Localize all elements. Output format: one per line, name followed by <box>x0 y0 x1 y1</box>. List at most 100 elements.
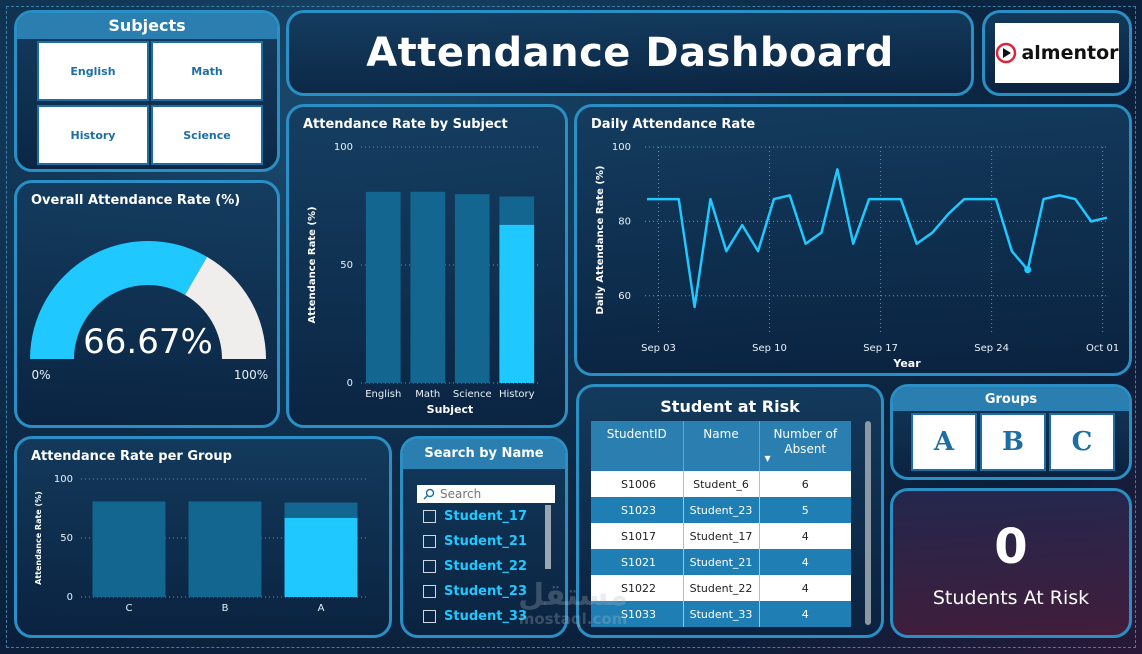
kpi-card: 0 Students At Risk <box>890 488 1132 638</box>
search-item-label: Student_21 <box>444 534 528 549</box>
table-scrollbar[interactable] <box>865 421 871 625</box>
gauge-max-label: 100% <box>234 368 268 382</box>
search-item[interactable]: Student_22 <box>423 559 527 574</box>
x-tick-label: Sep 10 <box>752 343 787 354</box>
group-tile-b[interactable]: B <box>980 413 1046 471</box>
subject-tile-english[interactable]: English <box>37 41 149 101</box>
daily-series-line[interactable] <box>647 168 1108 309</box>
search-item-label: Student_22 <box>444 559 528 574</box>
y-tick-label: 0 <box>67 592 73 603</box>
table-row[interactable]: S1021 Student_21 4 <box>591 549 851 575</box>
search-item-label: Student_23 <box>444 584 528 599</box>
table-row[interactable]: S1017 Student_17 4 <box>591 523 851 549</box>
x-tick-label: History <box>499 389 535 400</box>
logo-card: almentor <box>982 10 1132 96</box>
x-tick-label: C <box>126 603 133 614</box>
subject-tile-math[interactable]: Math <box>151 41 263 101</box>
search-item-label: Student_17 <box>444 509 528 524</box>
search-input[interactable] <box>440 487 544 501</box>
x-tick-label: A <box>318 603 325 614</box>
gauge-value: 66.67% <box>83 322 213 362</box>
y-tick-label: 50 <box>340 260 353 271</box>
search-item[interactable]: Student_23 <box>423 584 527 599</box>
table-cell: 4 <box>801 607 809 621</box>
y-tick-label: 100 <box>334 142 353 153</box>
subject-bar-chart: 0 50 100 English Math Science History Subject At… <box>307 142 539 416</box>
table-cell: 4 <box>801 581 809 595</box>
table-row[interactable]: S1023 Student_23 5 <box>591 497 851 523</box>
table-row[interactable]: S1006 Student_6 6 <box>591 471 851 497</box>
checkbox[interactable] <box>423 560 436 573</box>
logo: almentor <box>995 23 1119 83</box>
x-tick-label: English <box>365 389 401 400</box>
risk-table: StudentID Name Number of Absent ▼ S1006 S… <box>591 421 851 627</box>
table-cell: S1033 <box>591 601 684 627</box>
bar-Math[interactable] <box>410 191 446 383</box>
search-icon <box>423 488 435 500</box>
table-row[interactable]: S1022 Student_22 4 <box>591 575 851 601</box>
table-cell: S1017 <box>591 523 684 549</box>
column-header-label: Number of Absent <box>773 427 838 456</box>
daily-line-chart: 60 80 100 Sep 03 Sep 10 Sep 17 Sep 24 Oct 01 Yea… <box>595 142 1119 370</box>
bar-English[interactable] <box>365 191 401 383</box>
table-row[interactable]: S1033 Student_33 4 <box>591 601 851 627</box>
subjects-slicer: Subjects English Math History Science <box>14 10 280 172</box>
daily-chart-card: Daily Attendance Rate 60 80 100 Sep 03 Sep 1… <box>574 104 1132 376</box>
table-cell: Student_23 <box>683 497 760 523</box>
x-tick-label: Sep 24 <box>974 343 1009 354</box>
bar-highlight-History[interactable] <box>499 224 535 383</box>
groups-slicer: Groups A B C <box>890 384 1132 480</box>
y-tick-label: 100 <box>612 142 631 153</box>
checkbox[interactable] <box>423 535 436 548</box>
checkbox[interactable] <box>423 510 436 523</box>
checkbox[interactable] <box>423 610 436 623</box>
sort-desc-icon: ▼ <box>764 454 771 463</box>
table-cell: S1021 <box>591 549 684 575</box>
risk-table-card: Student at Risk StudentID Name Number of… <box>576 384 884 638</box>
column-header[interactable]: StudentID <box>591 421 684 471</box>
bar-B[interactable] <box>188 501 262 597</box>
gauge-fill-arc <box>30 241 208 359</box>
table-cell: Student_33 <box>683 601 760 627</box>
search-scrollbar[interactable] <box>545 505 551 569</box>
bar-highlight-A[interactable] <box>284 517 358 597</box>
gauge-rest-arc <box>185 256 266 359</box>
search-item[interactable]: Student_21 <box>423 534 527 549</box>
subjects-slicer-title: Subjects <box>17 13 277 39</box>
search-item-label: Student_33 <box>444 609 528 624</box>
table-cell: Student_17 <box>683 523 760 549</box>
search-item[interactable]: Student_33 <box>423 609 527 624</box>
table-cell: 4 <box>801 529 809 543</box>
bar-C[interactable] <box>92 501 166 597</box>
column-header[interactable]: Number of Absent ▼ <box>759 421 851 471</box>
x-tick-label: Science <box>453 389 492 400</box>
search-card: Search by Name Student_17 Student_21 Stu… <box>400 436 568 638</box>
checkbox[interactable] <box>423 585 436 598</box>
table-cell: S1022 <box>591 575 684 601</box>
y-tick-label: 100 <box>54 474 73 485</box>
gauge-title: Overall Attendance Rate (%) <box>31 193 241 208</box>
table-cell: 5 <box>801 503 809 517</box>
table-cell: Student_6 <box>683 471 760 497</box>
y-axis-title: Attendance Rate (%) <box>34 491 43 585</box>
table-cell: 4 <box>801 555 809 569</box>
bar-Science[interactable] <box>454 194 490 383</box>
x-tick-label: Sep 17 <box>863 343 898 354</box>
subject-tile-history[interactable]: History <box>37 105 149 165</box>
y-tick-label: 0 <box>347 378 353 389</box>
x-tick-label: B <box>222 603 229 614</box>
subject-tile-science[interactable]: Science <box>151 105 263 165</box>
search-item[interactable]: Student_17 <box>423 509 527 524</box>
subject-chart-title: Attendance Rate by Subject <box>303 117 508 132</box>
table-cell: S1023 <box>591 497 684 523</box>
column-header[interactable]: Name <box>683 421 760 471</box>
data-point-marker[interactable] <box>1024 266 1032 274</box>
search-box[interactable] <box>417 485 555 503</box>
subject-chart-card: Attendance Rate by Subject 0 50 100 English… <box>286 104 568 428</box>
group-tile-c[interactable]: C <box>1049 413 1115 471</box>
group-tile-a[interactable]: A <box>911 413 977 471</box>
logo-text: almentor <box>1021 42 1119 64</box>
risk-table-title: Student at Risk <box>660 397 800 416</box>
page-title: Attendance Dashboard <box>366 30 894 76</box>
x-tick-label: Oct 01 <box>1086 343 1119 354</box>
